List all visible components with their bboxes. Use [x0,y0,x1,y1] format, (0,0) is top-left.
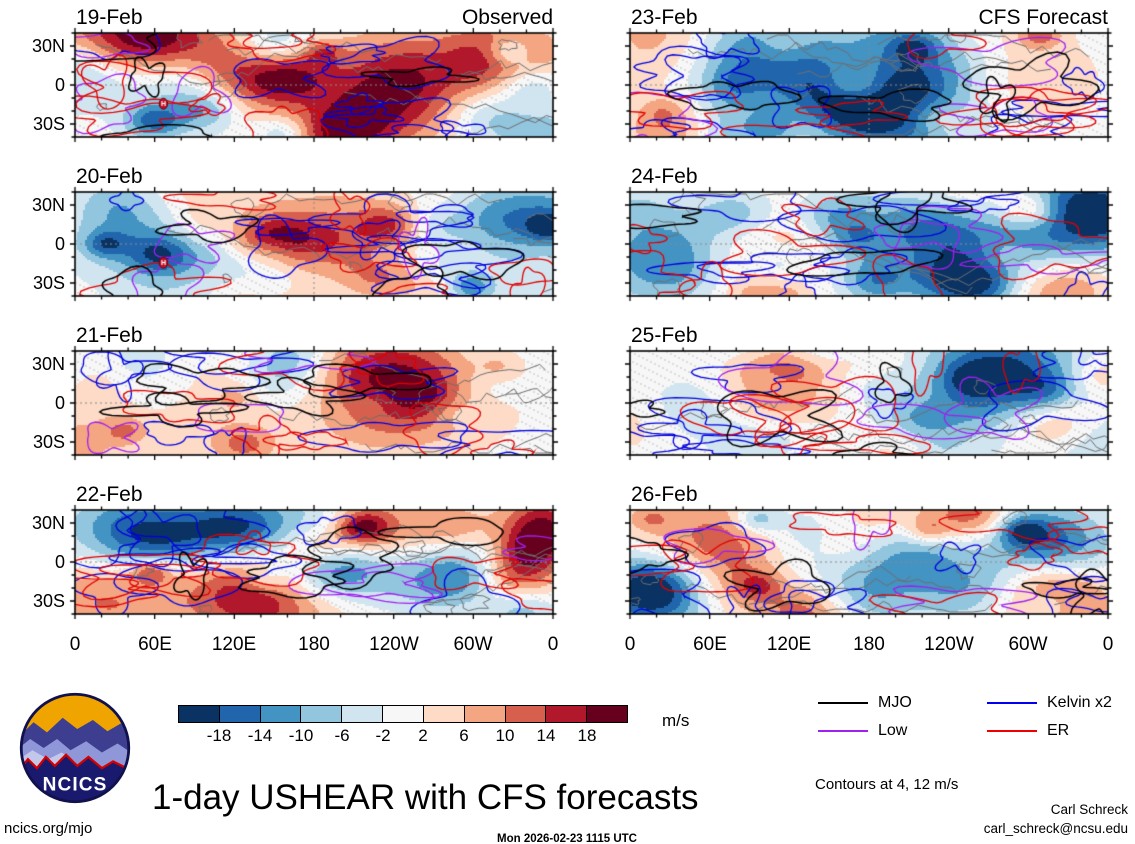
lon-tick-label: 120E [211,634,257,655]
credit-name: Carl Schreck [1050,802,1128,817]
site-url: ncics.org/mjo [4,820,93,837]
lat-tick-label: 30N [31,195,65,215]
lon-tick-label: 0 [1102,634,1114,655]
panel-date-label: 21-Feb [76,324,143,347]
logo-border [19,692,131,804]
legend-line-kelvin-x2 [987,702,1037,704]
lon-tick-label: 60E [693,634,727,655]
colorbar-segment [587,706,627,722]
logo-red-ridgeline [21,753,129,772]
map-panel-24-feb [623,185,1115,303]
colorbar-segment [464,706,506,722]
logo-front-mountains [21,754,129,802]
map-panel-25-feb [623,344,1115,462]
colorbar-tick-label: 6 [459,726,469,745]
lat-tick-label: 30N [31,354,65,374]
lon-tick-label: 60W [453,634,493,655]
colorbar-tick-label: 10 [495,726,515,745]
lon-tick-label: 180 [853,634,885,655]
panel-date-label: 23-Feb [631,6,698,29]
lat-tick-label: 30N [31,36,65,56]
colorbar-tick-label: -6 [334,726,350,745]
lat-tick-label: 30S [32,432,65,452]
lat-tick-label: 0 [54,393,65,413]
lon-tick-label: 120W [924,634,974,655]
legend-line-er [987,730,1037,732]
legend-line-low [818,730,868,732]
colorbar-unit: m/s [662,711,690,730]
map-panel-21-feb [68,344,560,462]
colorbar-segment [219,706,261,722]
lon-tick-label: 120E [766,634,812,655]
lat-tick-label: 0 [54,552,65,572]
map-panel-19-feb [68,26,560,144]
colorbar [178,705,628,723]
map-panel-26-feb [623,503,1115,621]
lon-tick-label: 60E [138,634,172,655]
ncics-logo-text: NCICS [43,775,108,796]
colorbar-segment [342,706,384,722]
map-canvas-21-feb [68,344,560,462]
legend-label-low: Low [878,722,908,739]
colorbar-segment [260,706,302,722]
colorbar-segment [179,706,220,722]
panel-date-label: 24-Feb [631,165,698,188]
map-canvas-24-feb [623,185,1115,303]
legend-label-er: ER [1047,722,1070,739]
timestamp: Mon 2026-02-23 1115 UTC [497,833,637,844]
colorbar-tick-label: 18 [577,726,597,745]
contour-levels-note: Contours at 4, 12 m/s [815,776,959,793]
panel-date-label: 26-Feb [631,483,698,506]
map-canvas-22-feb [68,503,560,621]
colorbar-tick-label: 14 [536,726,556,745]
figure-title: 1-day USHEAR with CFS forecasts [152,778,699,817]
lon-tick-label: 180 [298,634,330,655]
map-canvas-19-feb [68,26,560,144]
map-panel-22-feb [68,503,560,621]
lat-tick-label: 0 [54,234,65,254]
legend-label-kelvin-x2: Kelvin x2 [1047,694,1112,711]
legend-line-mjo [818,702,868,704]
panel-date-label: 25-Feb [631,324,698,347]
colorbar-tick-label: -14 [247,726,273,745]
colorbar-tick-label: -2 [375,726,391,745]
colorbar-segment [423,706,465,722]
column-heading-forecast: CFS Forecast [978,6,1108,29]
credit-email: carl_schreck@ncsu.edu [983,821,1128,836]
lat-tick-label: 30S [32,273,65,293]
panel-date-label: 22-Feb [76,483,143,506]
lon-tick-label: 0 [547,634,559,655]
colorbar-tick-label: -10 [288,726,314,745]
lon-tick-label: 0 [69,634,81,655]
colorbar-segment [383,706,424,722]
column-heading-observed: Observed [461,6,553,29]
ncics-logo: NCICS [19,692,131,804]
colorbar-tick-label: -18 [206,726,232,745]
map-canvas-25-feb [623,344,1115,462]
map-canvas-26-feb [623,503,1115,621]
lat-tick-label: 30S [32,591,65,611]
map-panel-23-feb [623,26,1115,144]
lon-tick-label: 60W [1008,634,1048,655]
map-panel-20-feb [68,185,560,303]
panel-date-label: 19-Feb [76,6,143,29]
colorbar-segment [301,706,343,722]
lon-tick-label: 0 [624,634,636,655]
lon-tick-label: 120W [369,634,419,655]
lat-tick-label: 30N [31,513,65,533]
panel-date-label: 20-Feb [76,165,143,188]
colorbar-tick-label: 2 [418,726,428,745]
map-canvas-23-feb [623,26,1115,144]
colorbar-segment [546,706,588,722]
lat-tick-label: 0 [54,75,65,95]
colorbar-segment [505,706,547,722]
legend-label-mjo: MJO [878,694,912,711]
lat-tick-label: 30S [32,114,65,134]
map-canvas-20-feb [68,185,560,303]
ncics-logo-graphic: NCICS [19,692,131,804]
